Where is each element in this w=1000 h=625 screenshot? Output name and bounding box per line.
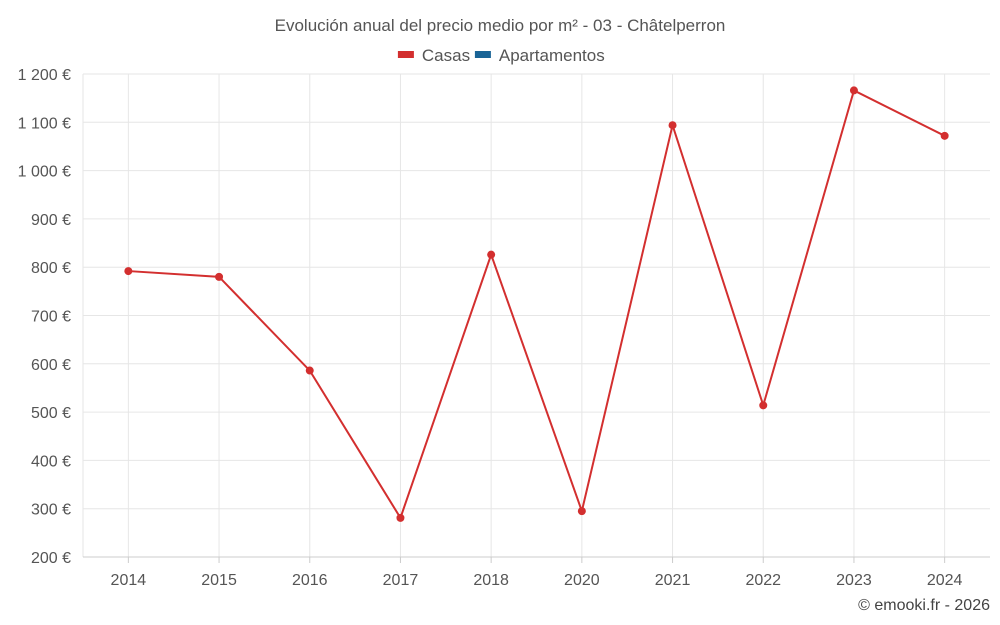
data-point[interactable]	[396, 513, 405, 522]
y-tick-label: 800 €	[31, 260, 71, 277]
y-tick-label: 1 000 €	[18, 164, 71, 181]
credit-text: © emooki.fr - 2026	[858, 597, 990, 614]
axes: 200 € 300 € 400 € 500 € 600 € 700 € 800 € 900 €…	[18, 67, 990, 589]
x-tick-label: 2018	[473, 572, 509, 589]
x-tick-label: 2023	[836, 572, 872, 589]
data-point[interactable]	[215, 272, 224, 281]
series-line-casas	[128, 88, 946, 521]
series-layer	[124, 86, 949, 522]
y-tick-label: 600 €	[31, 357, 71, 374]
y-tick-label: 400 €	[31, 453, 71, 470]
data-point[interactable]	[305, 366, 314, 375]
grid-lines	[83, 73, 990, 558]
y-tick-label: 700 €	[31, 309, 71, 326]
x-tick-label: 2016	[292, 572, 328, 589]
y-tick-label: 900 €	[31, 212, 71, 229]
data-point[interactable]	[487, 250, 496, 259]
data-point[interactable]	[577, 507, 586, 516]
legend-swatch	[397, 51, 414, 58]
x-tick-label: 2022	[745, 572, 781, 589]
y-tick-label: 500 €	[31, 405, 71, 422]
legend-label[interactable]: Casas	[422, 46, 470, 65]
x-tick-label: 2020	[564, 572, 600, 589]
data-point[interactable]	[759, 401, 768, 410]
y-tick-label: 1 100 €	[18, 115, 71, 132]
data-point[interactable]	[940, 131, 949, 140]
legend: Casas Apartamentos	[397, 46, 605, 65]
x-tick-label: 2021	[655, 572, 691, 589]
chart-title: Evolución anual del precio medio por m² …	[275, 16, 726, 35]
x-tick-label: 2017	[383, 572, 419, 589]
y-tick-label: 1 200 €	[18, 67, 71, 84]
data-point[interactable]	[668, 121, 677, 130]
legend-swatch	[474, 51, 491, 58]
x-tick-label: 2014	[111, 572, 147, 589]
legend-label[interactable]: Apartamentos	[499, 46, 605, 65]
data-point[interactable]	[849, 86, 858, 95]
x-tick-label: 2024	[927, 572, 963, 589]
x-tick-label: 2015	[201, 572, 237, 589]
data-point[interactable]	[124, 267, 133, 276]
y-tick-label: 200 €	[31, 550, 71, 567]
y-tick-label: 300 €	[31, 502, 71, 519]
